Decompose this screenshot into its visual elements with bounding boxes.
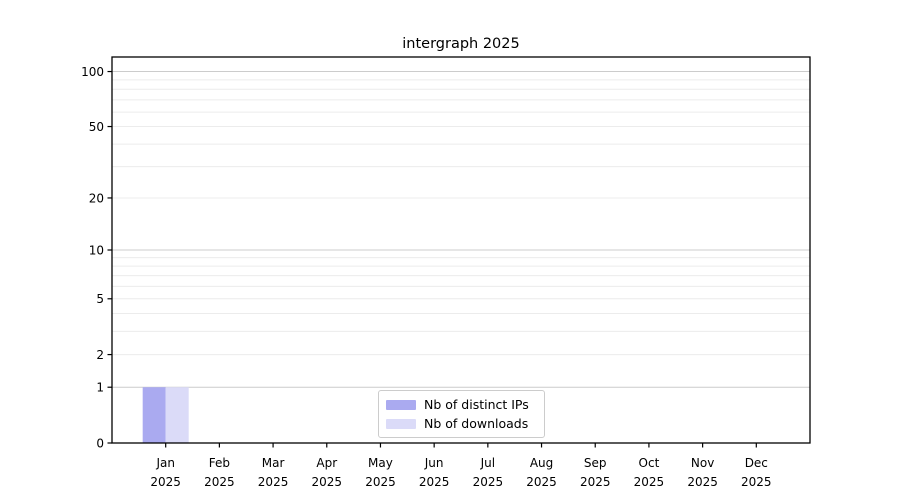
legend-row-downloads: Nb of downloads [386, 415, 537, 431]
legend-box: Nb of distinct IPs Nb of downloads [378, 390, 545, 438]
y-tick-label: 100 [81, 65, 104, 79]
x-tick-label-year: 2025 [526, 475, 557, 489]
legend-swatch-distinct-ips [386, 399, 416, 410]
legend-swatch-downloads [386, 418, 416, 429]
x-tick-label-month: Dec [745, 456, 768, 470]
legend-label-downloads: Nb of downloads [424, 415, 529, 431]
x-tick-label-year: 2025 [580, 475, 611, 489]
y-tick-label: 5 [96, 292, 104, 306]
x-tick-label-month: Sep [584, 456, 607, 470]
x-tick-label-year: 2025 [419, 475, 450, 489]
y-tick-label: 50 [89, 120, 104, 134]
bar-nb-of-distinct-ips [142, 387, 166, 443]
x-tick-label-year: 2025 [741, 475, 772, 489]
x-tick-label-month: Mar [262, 456, 285, 470]
x-tick-label-month: Apr [316, 456, 337, 470]
x-tick-label-month: Jul [480, 456, 495, 470]
x-tick-label-year: 2025 [634, 475, 665, 489]
y-tick-label: 10 [89, 243, 104, 257]
x-tick-label-year: 2025 [204, 475, 235, 489]
y-tick-label: 20 [89, 191, 104, 205]
x-tick-label-month: Aug [530, 456, 553, 470]
x-tick-label-year: 2025 [311, 475, 342, 489]
x-tick-label-month: Jun [424, 456, 444, 470]
bar-nb-of-downloads [165, 387, 189, 443]
y-tick-label: 1 [96, 381, 104, 395]
x-tick-label-year: 2025 [258, 475, 289, 489]
x-tick-label-month: Nov [691, 456, 714, 470]
x-tick-label-year: 2025 [473, 475, 504, 489]
x-tick-label-month: May [368, 456, 393, 470]
x-tick-label-year: 2025 [687, 475, 718, 489]
x-tick-label-month: Oct [639, 456, 660, 470]
x-tick-label-month: Jan [155, 456, 175, 470]
x-tick-label-month: Feb [209, 456, 230, 470]
y-tick-label: 2 [96, 348, 104, 362]
legend-row-distinct-ips: Nb of distinct IPs [386, 396, 537, 412]
legend-label-distinct-ips: Nb of distinct IPs [424, 396, 529, 412]
x-tick-label-year: 2025 [150, 475, 181, 489]
x-tick-label-year: 2025 [365, 475, 396, 489]
y-tick-label: 0 [96, 436, 104, 450]
chart-title: intergraph 2025 [402, 36, 520, 52]
